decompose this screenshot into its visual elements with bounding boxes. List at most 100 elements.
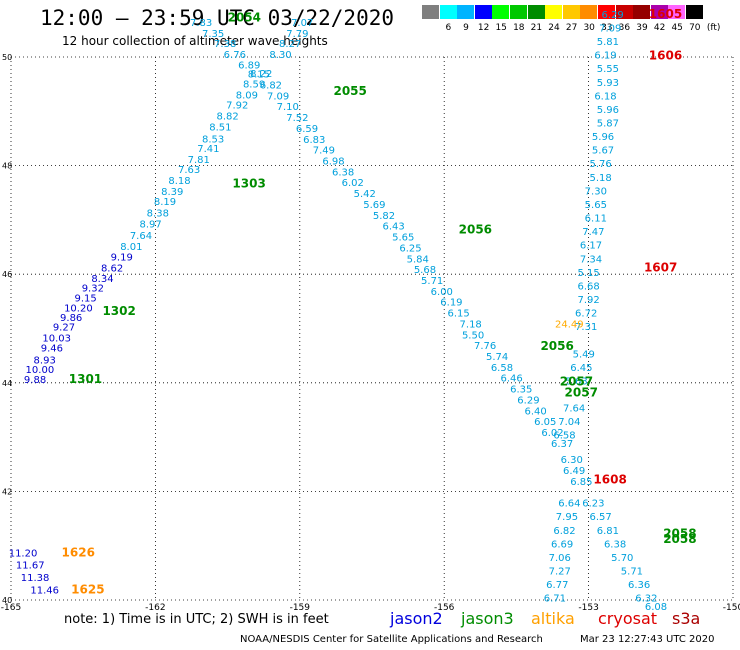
wave-height-label: 6.64 [558,499,580,510]
scale-swatch [686,5,703,19]
wave-height-label: 6.40 [525,406,547,417]
scale-swatch [439,5,457,19]
scale-swatch [615,5,633,19]
pass-id-label: 2054 [228,11,261,25]
scale-label: 30 [583,23,595,33]
wave-height-label: 6.77 [546,580,568,591]
wave-height-label: 5.65 [392,233,414,244]
wave-height-label: 11.46 [30,585,59,596]
scale-swatch [633,5,651,19]
pass-id-label: 2058 [663,527,696,541]
wave-height-label: 7.06 [549,553,571,564]
pass-id-label: 2056 [540,339,573,353]
wave-height-label: 5.84 [407,254,429,265]
wave-height-label: 5.87 [597,119,619,130]
wave-height-label: 6.29 [517,395,539,406]
y-tick-label: 48 [2,162,12,171]
legend-jason2: jason2 [390,609,443,628]
pass-id-label: 1303 [232,176,265,190]
wave-height-label: 7.27 [549,566,571,577]
wave-height-label: 5.49 [573,349,595,360]
legend-s3a: s3a [672,609,701,628]
wave-height-label: 6.32 [635,594,657,605]
wave-height-label: 8.18 [168,176,190,187]
wave-height-label: 6.02 [342,178,364,189]
scale-swatch [598,5,615,19]
scale-label: 18 [513,23,525,33]
wave-height-label: 5.63 [565,376,587,387]
scale-label: 6 [445,23,452,33]
wave-height-label: 5.74 [486,352,508,363]
wave-height-label: 8.82 [216,111,238,122]
note-text: note: 1) Time is in UTC; 2) SWH is in fe… [64,612,329,627]
scale-label: 70 [689,23,701,33]
wave-height-label: 6.82 [553,526,575,537]
wave-height-label: 6.19 [440,298,462,309]
wave-height-label: 7.31 [575,322,597,333]
wave-height-label: 7.64 [130,231,152,242]
wave-height-label: 6.29 [602,10,624,21]
wave-height-label: 9.88 [24,375,46,386]
wave-height-label: 6.59 [296,124,318,135]
scale-swatch [474,5,492,19]
wave-height-label: 6.82 [260,80,282,91]
pass-id-label: 2057 [565,385,598,399]
wave-height-label: 9.86 [60,313,82,324]
scale-label: 24 [548,23,560,33]
wave-height-label: 5.96 [597,105,619,116]
wave-height-label: 8.27 [279,39,301,50]
wave-height-label: 8.39 [161,187,183,198]
wave-height-label: 6.15 [448,309,470,320]
wave-height-label: 6.83 [303,135,325,146]
wave-height-label: 7.41 [197,144,219,155]
footer-source: NOAA/NESDIS Center for Satellite Applica… [240,634,543,645]
wave-height-label: 7.34 [580,254,602,265]
wave-height-label: 5.67 [592,146,614,157]
wave-height-label: 8.51 [209,122,231,133]
pass-id-label: 2057 [560,375,593,389]
y-tick-label: 42 [2,487,12,496]
wave-height-label: 8.15 [248,70,270,81]
wave-height-label: 6.05 [534,417,556,428]
pass-id-label: 2056 [459,222,492,236]
wave-height-label: 5.42 [354,189,376,200]
legend-cryosat: cryosat [598,609,658,628]
legend-jason3: jason3 [461,609,514,628]
wave-height-label: 7.92 [226,101,248,112]
wave-height-label: 7.07 [291,18,313,29]
wave-height-label: 8.97 [139,220,161,231]
wave-height-label: 8.22 [250,69,272,80]
wave-height-label: 8.34 [91,274,113,285]
x-tick-label: -159 [290,603,311,613]
wave-height-label: 7.79 [286,29,308,40]
y-tick-label: 50 [2,53,12,62]
wave-height-label: 6.17 [580,241,602,252]
page-subtitle: 12 hour collection of altimeter wave hei… [62,34,328,48]
wave-height-label: 7.04 [558,417,580,428]
wave-height-label: 7.64 [563,404,585,415]
wave-height-label: 6.58 [491,363,513,374]
y-tick-label: 46 [2,270,12,279]
wave-height-label: 6.46 [500,374,522,385]
wave-height-label: 6.19 [594,51,616,62]
wave-height-label: 9.27 [53,323,75,334]
wave-height-label: 6.11 [585,214,607,225]
wave-height-label: 8.62 [101,263,123,274]
wave-height-label: 10.00 [26,365,55,376]
wave-height-label: 8.30 [269,50,291,61]
wave-height-label: 8.53 [202,134,224,145]
wave-height-label: 11.38 [21,573,50,584]
wave-height-label: 6.08 [645,602,667,613]
wave-height-label: 5.15 [577,268,599,279]
wave-height-label: 6.72 [575,309,597,320]
pass-id-label: 1302 [102,304,135,318]
wave-height-label: 8.01 [120,242,142,253]
wave-height-label: 7.83 [190,18,212,29]
wave-height-label: 8.09 [236,90,258,101]
wave-height-label: 7.95 [556,512,578,523]
wave-height-label: 6.35 [510,385,532,396]
pass-id-label: 1626 [62,546,95,560]
wave-height-label: 7.09 [267,91,289,102]
wave-height-label: 5.65 [585,200,607,211]
